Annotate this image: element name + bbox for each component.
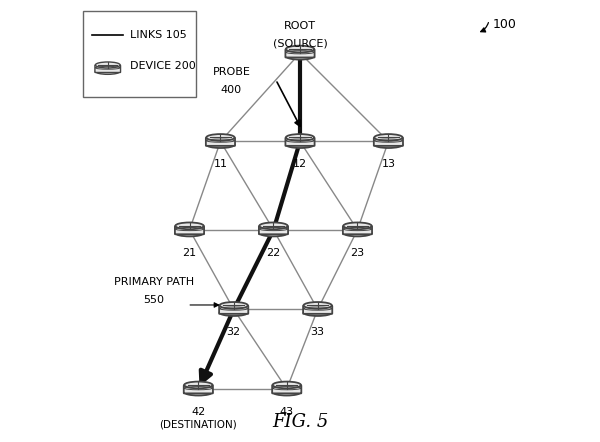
Text: 13: 13 [382,159,395,169]
Ellipse shape [286,134,314,141]
Ellipse shape [304,302,332,309]
FancyBboxPatch shape [219,306,248,314]
Ellipse shape [343,222,371,229]
Ellipse shape [304,309,332,316]
Text: 100: 100 [492,18,516,30]
Text: (SOURCE): (SOURCE) [272,38,328,49]
Text: LINKS 105: LINKS 105 [130,30,187,40]
Ellipse shape [175,222,203,229]
FancyBboxPatch shape [286,138,314,146]
FancyBboxPatch shape [175,226,204,234]
Ellipse shape [272,389,301,396]
Ellipse shape [343,230,371,236]
Ellipse shape [220,309,248,316]
FancyBboxPatch shape [184,385,213,393]
Text: FIG. 5: FIG. 5 [272,413,328,431]
FancyBboxPatch shape [303,306,332,314]
Ellipse shape [184,389,212,396]
Ellipse shape [286,141,314,148]
Ellipse shape [259,222,287,229]
Text: 11: 11 [214,159,227,169]
Ellipse shape [374,134,403,141]
Text: 22: 22 [266,248,281,258]
FancyBboxPatch shape [259,226,288,234]
Text: 21: 21 [182,248,197,258]
FancyBboxPatch shape [374,138,403,146]
Text: PROBE: PROBE [212,67,250,77]
Text: 23: 23 [350,248,365,258]
Text: 42: 42 [191,407,205,417]
Ellipse shape [206,141,235,148]
FancyBboxPatch shape [83,11,196,97]
Text: 33: 33 [311,327,325,337]
Ellipse shape [95,62,120,68]
Text: 12: 12 [293,159,307,169]
Text: 32: 32 [227,327,241,337]
Text: 400: 400 [221,85,242,95]
Ellipse shape [286,53,314,60]
Ellipse shape [220,302,248,309]
Ellipse shape [259,230,287,236]
FancyBboxPatch shape [286,50,314,57]
FancyBboxPatch shape [206,138,235,146]
Text: DEVICE 200: DEVICE 200 [130,61,196,71]
Ellipse shape [272,381,301,389]
Text: ROOT: ROOT [284,21,316,31]
Ellipse shape [286,46,314,53]
Ellipse shape [184,381,212,389]
Text: (DESTINATION): (DESTINATION) [160,420,237,430]
Ellipse shape [95,69,120,74]
FancyBboxPatch shape [95,65,121,72]
FancyBboxPatch shape [272,385,301,393]
FancyBboxPatch shape [343,226,372,234]
Ellipse shape [175,230,203,236]
Text: 550: 550 [143,295,164,305]
Text: PRIMARY PATH: PRIMARY PATH [114,277,194,287]
Text: 43: 43 [280,407,294,417]
Ellipse shape [206,134,235,141]
Ellipse shape [374,141,403,148]
